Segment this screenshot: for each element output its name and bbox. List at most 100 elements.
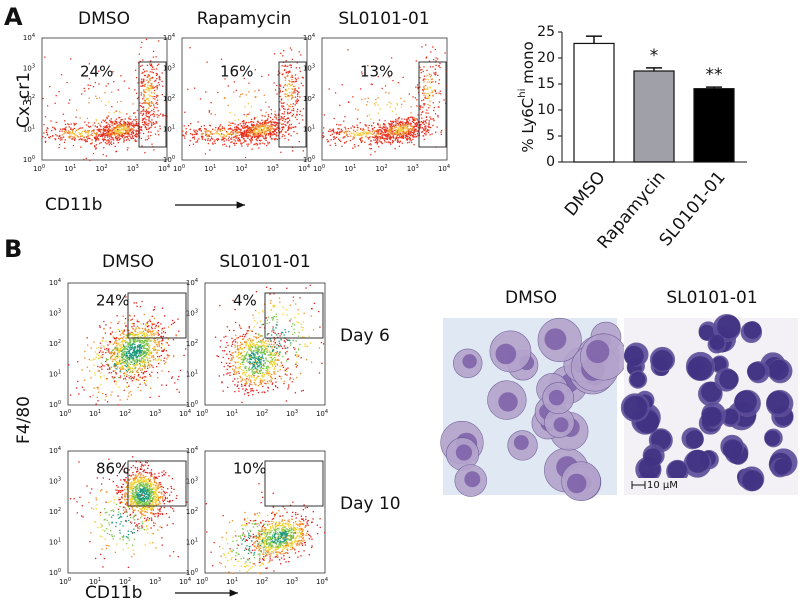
event-dot (157, 323, 158, 324)
event-dot (333, 131, 334, 132)
event-dot (276, 93, 277, 94)
event-dot (395, 122, 396, 123)
event-dot (233, 92, 234, 93)
event-dot (252, 346, 253, 347)
event-dot (106, 379, 107, 380)
event-dot (238, 337, 239, 338)
event-dot (362, 130, 363, 131)
event-dot (275, 342, 276, 343)
event-dot (252, 371, 253, 372)
event-dot (158, 359, 159, 360)
event-dot (234, 378, 235, 379)
event-dot (148, 325, 149, 326)
event-dot (125, 318, 126, 319)
event-dot (428, 124, 429, 125)
event-dot (229, 122, 230, 123)
event-dot (252, 366, 253, 367)
event-dot (137, 321, 138, 322)
event-dot (253, 371, 254, 372)
event-dot (114, 132, 115, 133)
event-dot (124, 346, 125, 347)
event-dot (357, 135, 358, 136)
event-dot (269, 362, 270, 363)
event-dot (410, 124, 411, 125)
event-dot (101, 133, 102, 134)
event-dot (155, 56, 156, 57)
event-dot (149, 350, 150, 351)
event-dot (157, 346, 158, 347)
event-dot (151, 375, 152, 376)
event-dot (140, 86, 141, 87)
event-dot (195, 141, 196, 142)
event-dot (247, 114, 248, 115)
event-dot (248, 144, 249, 145)
event-dot (129, 385, 130, 386)
event-dot (110, 394, 111, 395)
event-dot (303, 77, 304, 78)
event-dot (235, 131, 236, 132)
event-dot (344, 127, 345, 128)
event-dot (209, 110, 210, 111)
event-dot (118, 117, 119, 118)
y-tick-label: 20 (537, 50, 555, 66)
event-dot (275, 130, 276, 131)
event-dot (49, 86, 50, 87)
event-dot (80, 134, 81, 135)
event-dot (148, 103, 149, 104)
event-dot (105, 341, 106, 342)
event-dot (297, 98, 298, 99)
event-dot (147, 366, 148, 367)
event-dot (292, 150, 293, 151)
event-dot (253, 122, 254, 123)
event-dot (226, 136, 227, 137)
event-dot (284, 109, 285, 110)
tick-base: 10 (438, 165, 447, 173)
event-dot (101, 100, 102, 101)
event-dot (379, 119, 380, 120)
gate-percent: 16% (220, 63, 253, 81)
event-dot (204, 128, 205, 129)
event-dot (135, 346, 136, 347)
event-dot (144, 121, 145, 122)
event-dot (416, 99, 417, 100)
event-dot (109, 130, 110, 131)
event-dot (269, 380, 270, 381)
event-dot (384, 132, 385, 133)
event-dot (338, 128, 339, 129)
event-dot (389, 102, 390, 103)
event-dot (268, 106, 269, 107)
event-dot (343, 132, 344, 133)
event-dot (287, 122, 288, 123)
event-dot (133, 130, 134, 131)
event-dot (224, 144, 225, 145)
event-dot (239, 376, 240, 377)
event-dot (153, 104, 154, 105)
event-dot (121, 132, 122, 133)
event-dot (261, 126, 262, 127)
event-dot (396, 126, 397, 127)
event-dot (97, 370, 98, 371)
event-dot (227, 365, 228, 366)
event-dot (357, 127, 358, 128)
event-dot (390, 126, 391, 127)
event-dot (148, 331, 149, 332)
event-dot (293, 131, 294, 132)
event-dot (229, 363, 230, 364)
event-dot (259, 143, 260, 144)
event-dot (153, 359, 154, 360)
event-dot (123, 138, 124, 139)
event-dot (429, 105, 430, 106)
event-dot (287, 347, 288, 348)
event-dot (142, 340, 143, 341)
event-dot (151, 105, 152, 106)
event-dot (261, 343, 262, 344)
event-dot (93, 129, 94, 130)
event-dot (118, 321, 119, 322)
event-dot (118, 343, 119, 344)
event-dot (335, 145, 336, 146)
event-dot (89, 370, 90, 371)
event-dot (87, 141, 88, 142)
tick-label: 104 (158, 164, 170, 174)
event-dot (139, 127, 140, 128)
event-dot (108, 349, 109, 350)
